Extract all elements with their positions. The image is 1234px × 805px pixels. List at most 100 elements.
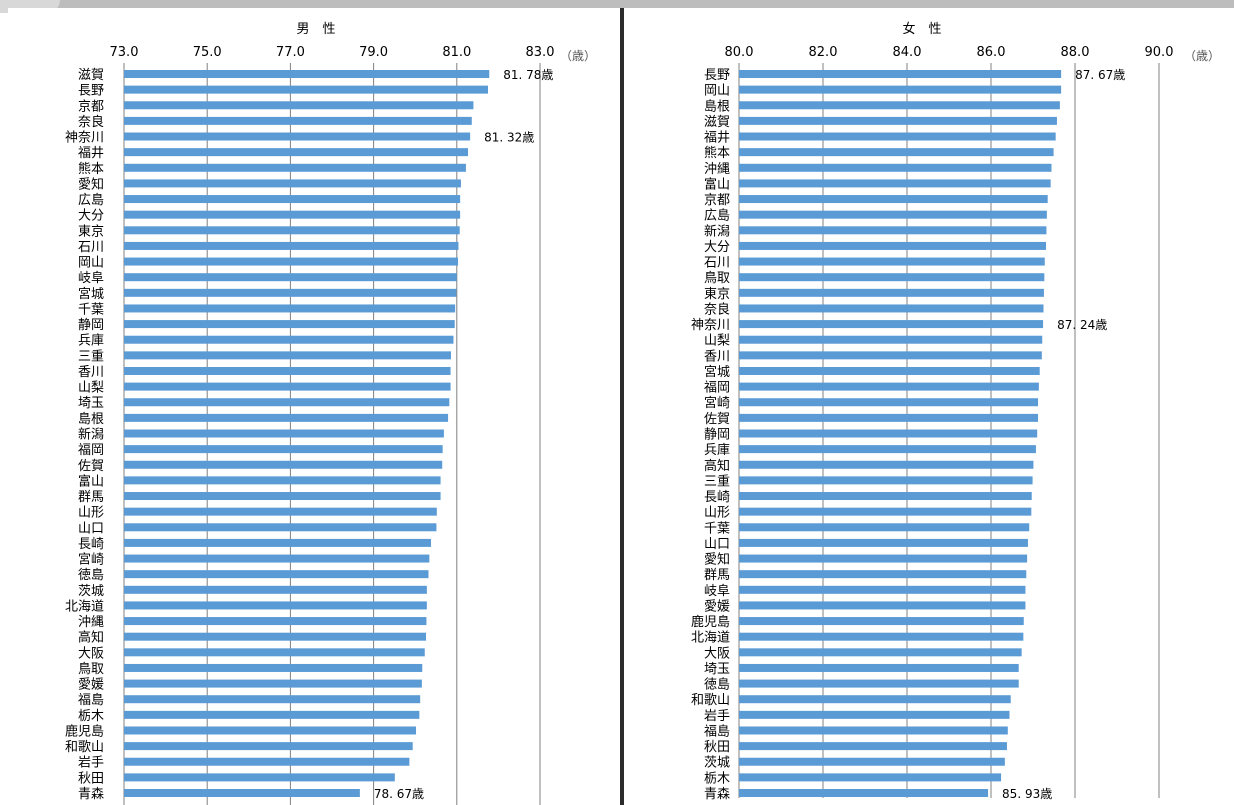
x-axis-ticks: 73.0 75.0 77.0 79.0 81.0 83.0 xyxy=(110,45,555,60)
bar xyxy=(739,288,1044,297)
x-tick-label: 88.0 xyxy=(1061,45,1090,60)
category-label: 広島 xyxy=(78,193,104,208)
bar xyxy=(124,492,441,501)
y-axis-categories: 長野岡山島根滋賀福井熊本沖縄富山京都広島新潟大分石川鳥取東京奈良神奈川山梨香川宮… xyxy=(691,68,730,802)
bar xyxy=(124,335,454,344)
bar xyxy=(739,85,1062,94)
bar xyxy=(124,445,443,454)
bar xyxy=(739,304,1044,313)
chart-title: 男 性 xyxy=(296,22,335,37)
bar xyxy=(739,226,1047,235)
chart-title: 女 性 xyxy=(902,21,941,37)
x-tick-label: 90.0 xyxy=(1145,45,1174,60)
category-label: 高知 xyxy=(704,458,730,474)
category-label: 神奈川 xyxy=(65,131,104,146)
bar xyxy=(124,789,360,797)
bar xyxy=(124,210,461,219)
category-label: 和歌山 xyxy=(691,693,730,708)
bar xyxy=(124,538,432,547)
bar xyxy=(739,789,989,797)
category-label: 長野 xyxy=(78,84,104,99)
category-label: 徳島 xyxy=(78,568,104,583)
category-label: 茨城 xyxy=(78,584,104,599)
category-label: 北海道 xyxy=(65,599,104,614)
bar xyxy=(124,523,437,532)
value-annotation: 87. 24歳 xyxy=(1057,318,1107,332)
category-label: 岩手 xyxy=(78,756,104,771)
category-label: 大分 xyxy=(704,240,730,255)
male-chart-svg: 男 性 （歳） 73.0 75.0 77.0 79.0 81.0 83.0 滋賀長野京都奈… xyxy=(65,22,596,805)
category-label: 東京 xyxy=(78,223,104,239)
bar xyxy=(739,179,1051,188)
category-label: 静岡 xyxy=(704,428,730,443)
bar xyxy=(124,85,488,94)
female-chart-svg: 女 性 （歳） 80.0 82.0 84.0 86.0 88.0 90.0 長野岡山島根滋… xyxy=(691,21,1220,802)
bar xyxy=(124,460,443,469)
category-label: 兵庫 xyxy=(704,443,730,458)
category-label: 滋賀 xyxy=(78,68,104,83)
bar xyxy=(124,398,450,407)
bar xyxy=(124,507,437,516)
bar xyxy=(739,335,1043,344)
x-tick-label: 81.0 xyxy=(442,45,471,60)
category-label: 熊本 xyxy=(704,145,730,161)
bar xyxy=(124,648,425,657)
category-label: 愛媛 xyxy=(704,599,730,614)
bar xyxy=(739,460,1034,469)
bar xyxy=(124,304,456,313)
category-label: 福井 xyxy=(78,146,104,161)
category-label: 兵庫 xyxy=(78,334,104,349)
category-label: 長崎 xyxy=(704,490,730,505)
category-label: 滋賀 xyxy=(704,115,730,130)
category-label: 山口 xyxy=(704,537,730,552)
bar xyxy=(739,538,1028,547)
category-label: 沖縄 xyxy=(78,615,104,630)
bar xyxy=(124,195,461,204)
bar xyxy=(739,413,1039,422)
bar xyxy=(739,476,1033,485)
category-label: 佐賀 xyxy=(704,412,730,427)
category-label: 茨城 xyxy=(704,756,730,771)
category-label: 鳥取 xyxy=(704,271,730,286)
category-label: 東京 xyxy=(704,286,730,302)
category-label: 福島 xyxy=(78,693,104,708)
category-label: 京都 xyxy=(704,193,730,208)
category-label: 山梨 xyxy=(78,381,104,396)
x-axis-ticks: 80.0 82.0 84.0 86.0 88.0 90.0 xyxy=(725,45,1174,60)
bar xyxy=(124,288,457,297)
bar xyxy=(124,757,410,766)
bar xyxy=(739,148,1054,157)
category-label: 香川 xyxy=(704,349,730,364)
bar xyxy=(124,241,459,250)
category-label: 富山 xyxy=(78,473,104,489)
category-label: 福島 xyxy=(704,724,730,739)
bar xyxy=(124,585,427,594)
bar xyxy=(124,617,427,626)
category-label: 大分 xyxy=(78,209,104,224)
category-label: 高知 xyxy=(78,630,104,646)
axis-unit-label: （歳） xyxy=(1184,49,1220,63)
category-label: 鹿児島 xyxy=(65,723,104,739)
bar xyxy=(124,429,444,438)
bar xyxy=(739,585,1026,594)
category-label: 青森 xyxy=(78,787,104,802)
axis-unit-label: （歳） xyxy=(560,49,596,63)
bar xyxy=(124,413,449,422)
bar xyxy=(739,523,1030,532)
category-label: 大阪 xyxy=(78,646,104,661)
bar xyxy=(739,507,1032,516)
value-annotation: 78. 67歳 xyxy=(374,787,424,801)
bar xyxy=(124,601,427,610)
bar xyxy=(739,663,1019,672)
bar xyxy=(124,132,471,141)
bar xyxy=(124,226,460,235)
bar xyxy=(739,241,1047,250)
value-annotation: 85. 93歳 xyxy=(1002,787,1052,801)
category-label: 鳥取 xyxy=(78,662,104,677)
bar xyxy=(124,554,430,563)
bar xyxy=(739,132,1056,141)
category-label: 山梨 xyxy=(704,334,730,349)
category-label: 栃木 xyxy=(78,709,104,724)
bar xyxy=(739,554,1028,563)
category-label: 青森 xyxy=(704,787,730,802)
